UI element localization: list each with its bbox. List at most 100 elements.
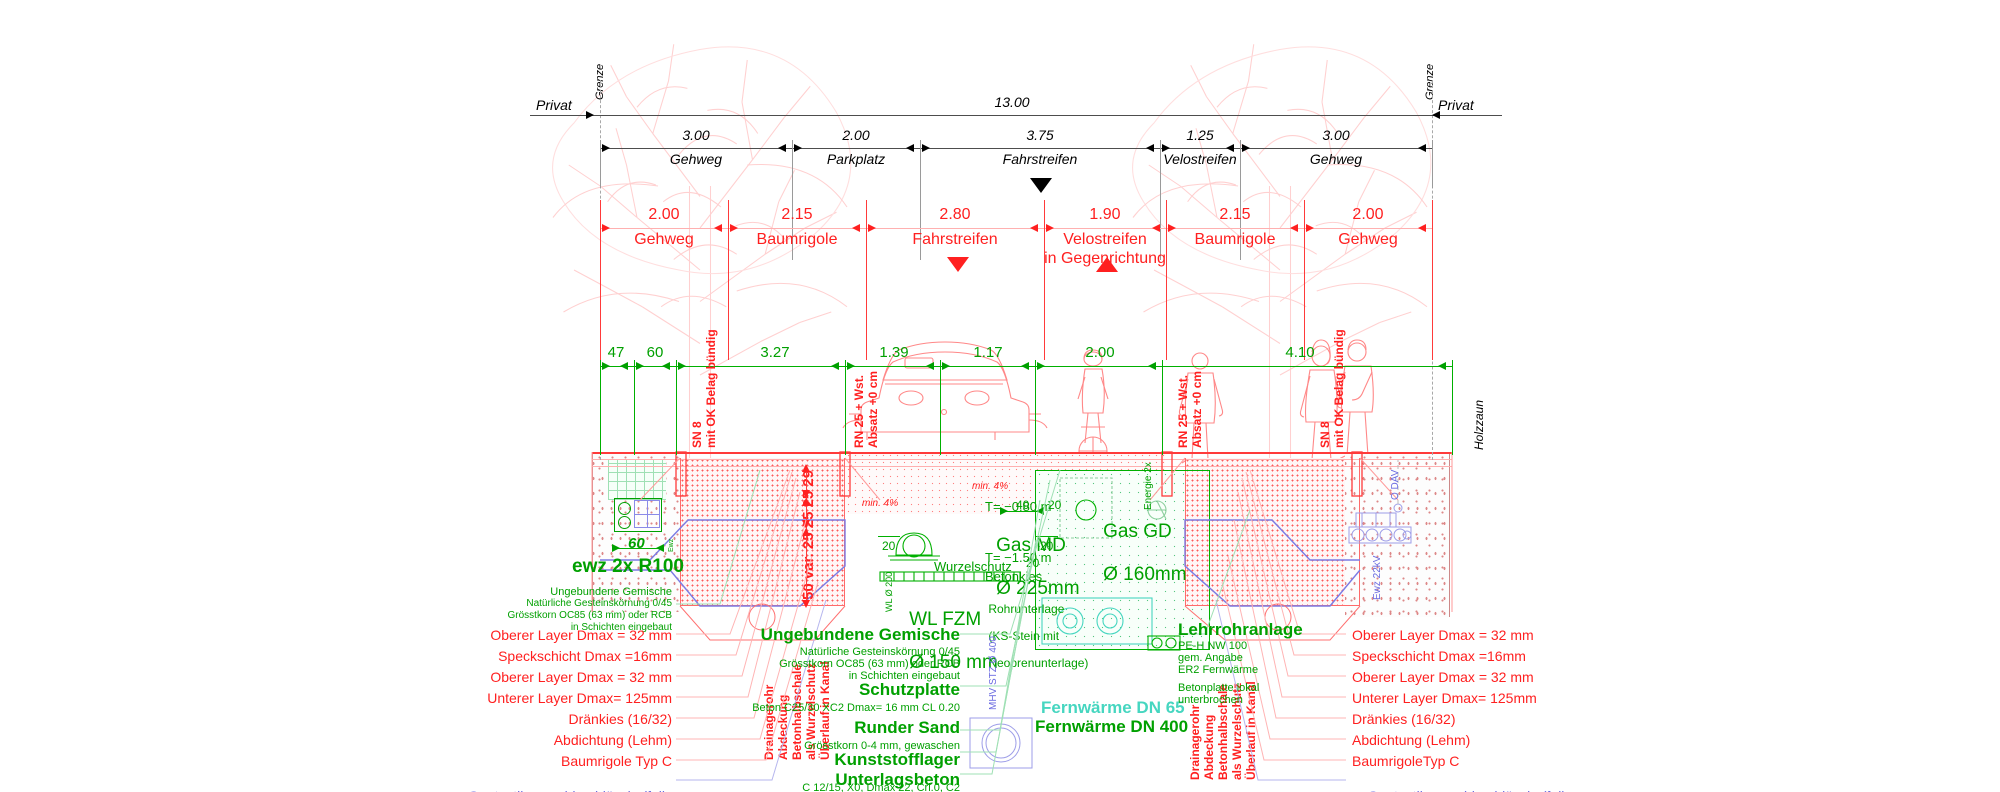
- legend-right-item-3: Unterer Layer Dmax= 125mm: [1352, 690, 1537, 706]
- drain-stack-right-5: Überlauf in Kanal: [1244, 681, 1258, 780]
- legend-left-item-6: Baumrigole Typ C: [560, 753, 672, 769]
- kerb-right-line2: mit OK Belag bündig: [1332, 329, 1346, 448]
- lehrrohranlage-l2: gem. Angabe: [1178, 652, 1243, 664]
- vdepth-arr-4: [802, 520, 810, 528]
- lehrrohranlage-l3: ER2 Fernwärme: [1178, 664, 1259, 676]
- betonplatte-note-1: Betonplatte lokal: [1178, 682, 1260, 694]
- legend-right-item-6: BaumrigoleTyp C: [1352, 753, 1460, 769]
- gas-md-line1: Gas MD: [996, 535, 1066, 557]
- dim-red-tick-3: [1044, 200, 1045, 360]
- dim-black-value-4: 3.00: [1322, 127, 1350, 143]
- dim-red-label-2: Fahrstreifen: [912, 231, 998, 248]
- dim-red-tick-6: [1432, 200, 1433, 360]
- kerb-left-line1: SN 8: [690, 421, 704, 448]
- vdepth-arr-1: [802, 498, 810, 506]
- dim-red-tick-5: [1304, 200, 1305, 360]
- kerb-mid-left-line2: Absatz +0 cm: [866, 370, 880, 448]
- privat-right-label: Privat: [1438, 97, 1474, 113]
- dim-green-arr-c: [636, 362, 644, 370]
- wurzelschutz-pipe: [902, 534, 926, 558]
- dim-red-tick-2: [866, 200, 867, 360]
- dim-green-tick-7: [1452, 360, 1453, 455]
- legend-right-item-5: Abdichtung (Lehm): [1352, 732, 1471, 748]
- dim-red-value-3: 1.90: [1089, 206, 1121, 223]
- dim-green-value-0: 47: [607, 344, 625, 361]
- dim-green-value-4: 1.17: [973, 344, 1003, 361]
- dim-green-arr-j: [1021, 362, 1029, 370]
- dim-green-arr-k: [1037, 362, 1045, 370]
- legend-centre-sub-3a: Grösstkorn 0-4 mm, gewaschen: [804, 740, 960, 752]
- dim-black-value-2: 3.75: [1026, 127, 1054, 143]
- dim-green-arr-l: [1148, 362, 1156, 370]
- ewz-duct-divider2: [634, 514, 660, 515]
- dim-red-value-1: 2.15: [781, 206, 813, 223]
- dim-red-arr-e: [868, 224, 876, 232]
- dim-red-line: [600, 228, 1432, 229]
- dim-red-value-2: 2.80: [939, 206, 971, 223]
- gas-gd-label: Gas GD Ø 160mm: [1082, 500, 1186, 606]
- dav-label: O DAV: [1390, 469, 1401, 500]
- baumrigole-right-outline: [1185, 458, 1360, 606]
- mhv-circle: [981, 723, 1021, 763]
- dim-20b-line: [878, 536, 900, 537]
- legend-right-geotextil: Geotextil wurzeldurchlässig (falls Körnu…: [1352, 773, 1572, 792]
- dim-black-arr-b: [778, 144, 786, 152]
- dim-red-arr-b: [714, 224, 722, 232]
- dim-overall-line: [600, 115, 1432, 116]
- dim-black-tick-5: [1432, 140, 1433, 188]
- dim-green-tick-5: [1035, 360, 1036, 455]
- level-marker-black: [1030, 178, 1052, 193]
- dim-green-tick-1: [634, 360, 635, 455]
- mhv-label: MHV STZ Ø 400: [988, 636, 999, 710]
- cyclist-figure: [1077, 349, 1109, 466]
- dim-red-arr-k: [1306, 224, 1314, 232]
- fernwaerme-65-label: Fernwärme DN 65: [1041, 698, 1185, 717]
- ewz-duct-circle-b: [618, 516, 631, 529]
- dim-green-arr-a: [602, 362, 610, 370]
- baumrigole-left-outline: [680, 458, 845, 606]
- ewz-small-label: Ewz: [668, 538, 675, 552]
- lehrrohranlage-l1: PE-H NW 100: [1178, 640, 1248, 652]
- legend-centre-title-3: Runder Sand: [854, 718, 960, 737]
- vdepth-arr-2: [802, 490, 810, 498]
- dim-green-tick-6: [1162, 360, 1163, 455]
- wurzelschutz-label: Wurzelschutz: [934, 559, 1012, 574]
- legend-centre-title-4: Kunststofflager: [834, 750, 960, 769]
- legend-left-item-3: Unterer Layer Dmax= 125mm: [487, 690, 672, 706]
- dim-red-value-4: 2.15: [1219, 206, 1251, 223]
- dim-black-arr-a: [602, 144, 610, 152]
- dim-overall-arrow-left: [586, 111, 594, 119]
- dim-red-value-5: 2.00: [1352, 206, 1384, 223]
- depth-080-label: T= −0.80 m: [985, 499, 1052, 514]
- vdepth-arr-bot: [802, 600, 810, 608]
- mhv-box: [969, 717, 1033, 769]
- dim-green-tick-2: [676, 360, 677, 455]
- legend-centre-title-5: Unterlagsbeton: [835, 770, 960, 789]
- legend-centre-sub-1a: Natürliche Gesteinskörnung 0/45: [799, 646, 960, 658]
- legend-right-geotextil-l1: Geotextil wurzeldurchlässig (falls: [1368, 788, 1572, 792]
- dim-black-arr-g: [1162, 144, 1170, 152]
- vdepth-arr-3: [802, 528, 810, 536]
- drain-stack-left-1: Drainagerohr: [762, 684, 776, 760]
- legend-centre-title-2: Schutzplatte: [858, 680, 960, 699]
- kerb-mid-right-line2: Absatz +0 cm: [1190, 370, 1204, 448]
- dim-red-arr-c: [730, 224, 738, 232]
- legend-centre-sub-1c: in Schichten eingebaut: [848, 670, 960, 682]
- betonplatte-note-2: unterbrochen: [1178, 694, 1243, 706]
- dim-black-tick-4: [1240, 140, 1241, 260]
- kerb-left-line2: mit OK Belag bündig: [704, 329, 718, 448]
- legend-right-item-2: Oberer Layer Dmax = 32 mm: [1352, 669, 1534, 685]
- dim-black-tick-3: [1160, 140, 1161, 260]
- dim-black-label-4: Gehweg: [1309, 151, 1363, 167]
- dim-green-arr-m: [1438, 362, 1446, 370]
- wl-200-label: WL Ø 200: [884, 571, 894, 612]
- legend-left-green-title: Ungebundene Gemische: [550, 586, 672, 598]
- ewz-width-line: [612, 548, 664, 549]
- ewz-22kv-label: Ewz 22kV: [1372, 555, 1383, 600]
- dim-black-arr-h: [1226, 144, 1234, 152]
- dim-black-label-3: Velostreifen: [1163, 151, 1237, 167]
- grenze-right-label: Grenze: [1424, 63, 1436, 100]
- dim-green-arr-f: [831, 362, 839, 370]
- dim-red-arr-a: [602, 224, 610, 232]
- legend-left-geotextil: Geotextil wurzeldurchlässig (falls Körnu…: [453, 773, 672, 792]
